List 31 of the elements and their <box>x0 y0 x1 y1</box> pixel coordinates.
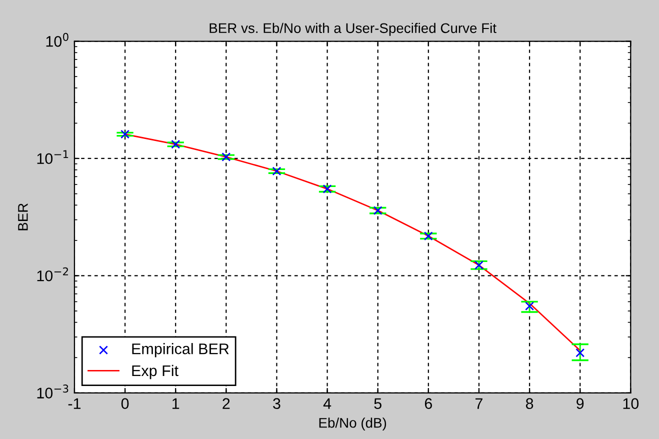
x-tick-label: 0 <box>121 398 129 409</box>
x-tick-label: 1 <box>172 398 180 409</box>
x-tick-label: 3 <box>273 398 280 409</box>
x-axis-title: Eb/No (dB) <box>319 418 386 431</box>
y-tick-label: 10$^{0}$ <box>46 32 68 47</box>
x-tick-label: 4 <box>323 398 332 409</box>
point <box>576 348 585 358</box>
point <box>222 152 231 162</box>
x-tick-label: -1 <box>68 398 81 409</box>
point <box>272 166 282 176</box>
point <box>322 184 332 194</box>
x-tick-label: 10 <box>623 398 639 409</box>
x-tick-label: 2 <box>222 398 230 409</box>
point <box>171 140 180 149</box>
point <box>424 232 433 241</box>
legend-label: Empirical BER <box>132 343 229 358</box>
x-tick-label: 9 <box>576 398 584 409</box>
point <box>120 130 130 139</box>
x-tick-label: 6 <box>424 398 432 409</box>
legend-label: Exp Fit <box>132 364 178 380</box>
point <box>474 260 484 270</box>
y-tick-label: 10$^{−3}$ <box>37 384 68 398</box>
y-tick-label: 10$^{−1}$ <box>37 150 68 164</box>
y-axis-title: BER <box>18 203 28 230</box>
x-tick-label: 5 <box>374 398 382 409</box>
point <box>373 206 382 215</box>
chart-title: BER vs. Eb/No with a User-Specified Curve Fit <box>210 22 496 36</box>
x-tick-label: 8 <box>526 398 534 409</box>
point <box>525 302 534 311</box>
x-tick-label: 7 <box>476 398 482 409</box>
y-tick-label: 10$^{−2}$ <box>37 267 68 282</box>
